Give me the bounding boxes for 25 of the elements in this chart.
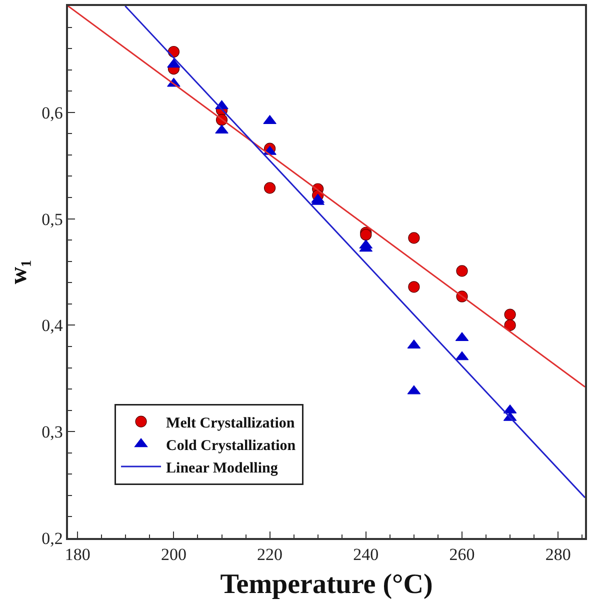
y-tick-label: 0,5 [42, 210, 63, 229]
point [408, 232, 420, 244]
point [504, 308, 516, 320]
point [456, 265, 468, 277]
legend-label: Cold Crystallization [166, 438, 296, 454]
y-tick-label: 0,6 [42, 103, 63, 122]
point [504, 319, 516, 331]
x-tick-label: 220 [257, 545, 283, 564]
y-tick-label: 0,4 [42, 316, 64, 336]
x-tick-label: 280 [545, 545, 571, 564]
x-tick-label: 260 [449, 545, 475, 564]
point [167, 58, 180, 68]
x-tick-label: 180 [64, 545, 90, 564]
point [360, 228, 372, 241]
y-tick-label: 0,3 [42, 422, 63, 442]
y-tick-label: 0,2 [42, 528, 63, 548]
x-tick-label: 200 [160, 545, 186, 564]
point [408, 281, 420, 293]
legend-label: Linear Modelling [166, 460, 278, 476]
y-axis-title: w₁ [6, 260, 32, 284]
legend-label: Melt Crystallization [166, 415, 296, 432]
point [264, 182, 276, 194]
x-axis-title: Temperature (°C) [220, 568, 433, 600]
x-tick-label: 240 [353, 545, 379, 564]
point [215, 124, 228, 134]
